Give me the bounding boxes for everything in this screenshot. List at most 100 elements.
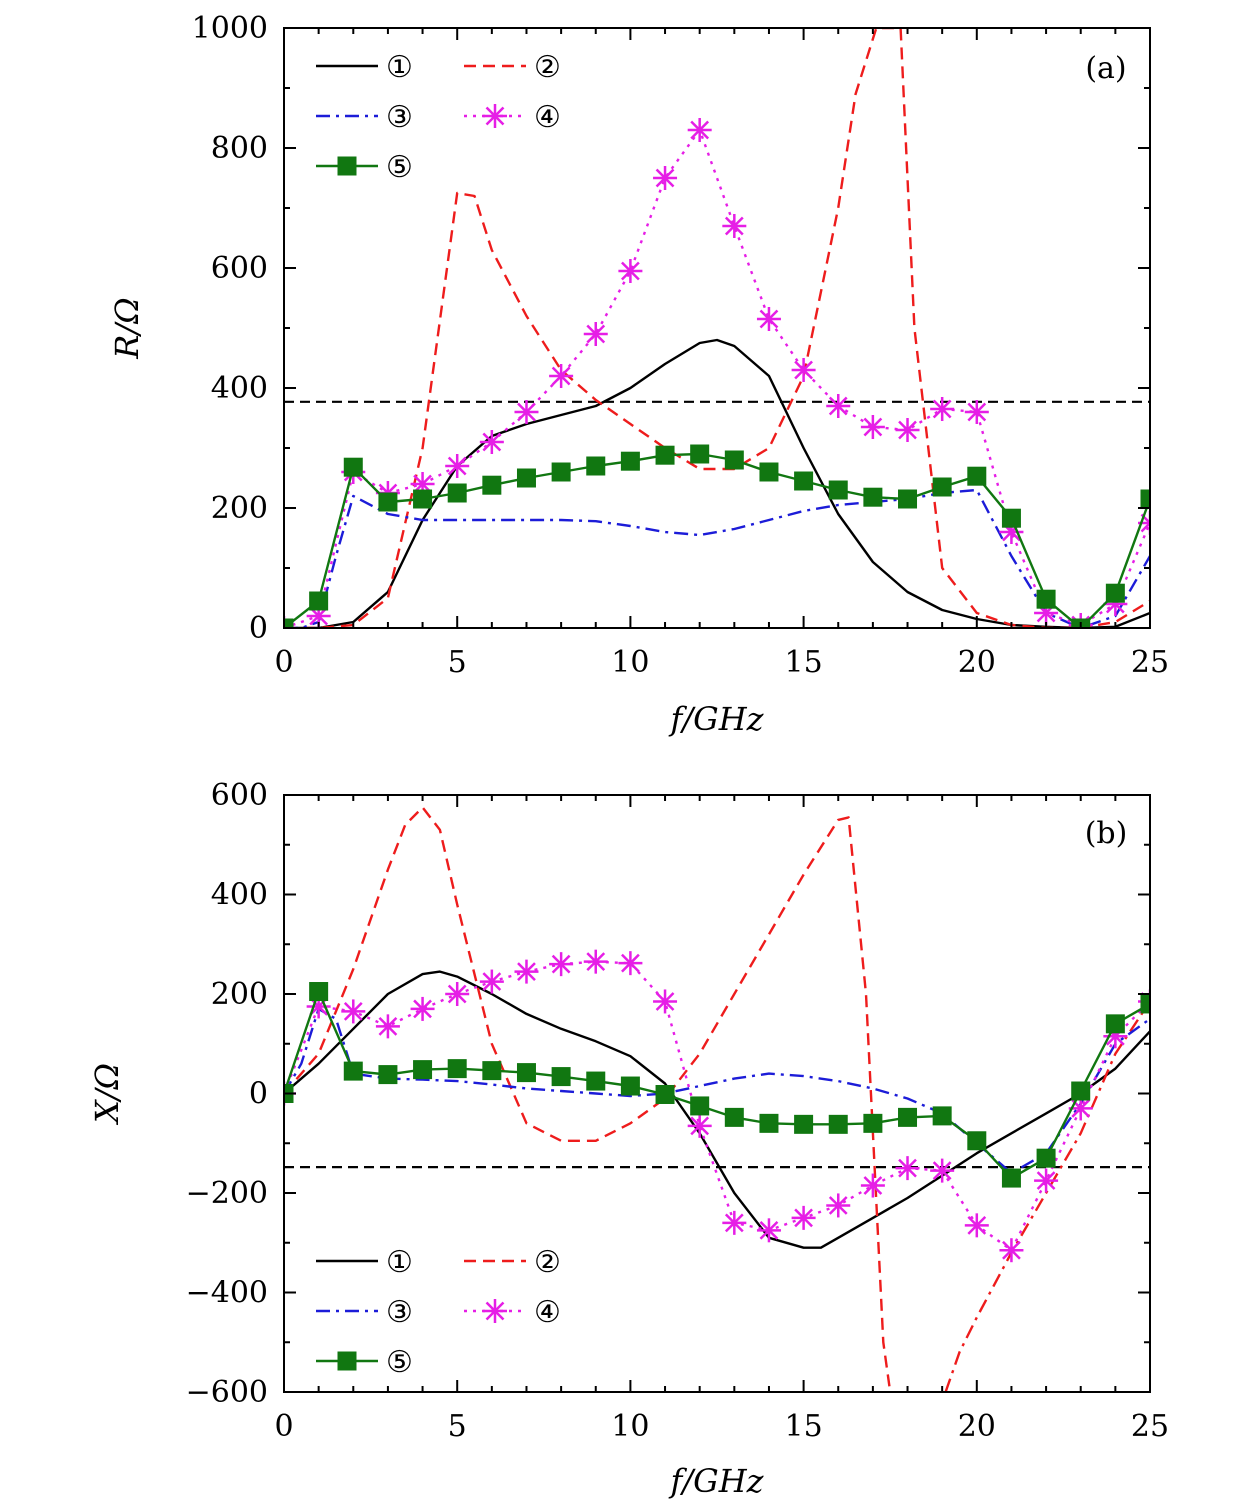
- series-5-marker: [516, 1063, 536, 1083]
- series-4-marker: [860, 1173, 885, 1198]
- series-4-marker: [586, 456, 606, 476]
- series-4-marker: [724, 450, 744, 470]
- y-tick-label: 0: [249, 611, 268, 646]
- series-5-marker: [413, 1060, 433, 1080]
- legend-label-4: ⑤: [386, 150, 413, 185]
- series-4-marker: [514, 959, 539, 984]
- x-tick-label: 25: [1131, 645, 1169, 680]
- series-3-marker: [618, 259, 643, 283]
- series-5-marker: [794, 1114, 814, 1134]
- x-tick-label: 10: [611, 645, 649, 680]
- series-5-marker: [447, 1059, 467, 1079]
- series-3-marker: [826, 394, 851, 418]
- series-4-marker: [967, 466, 987, 486]
- series-5-marker: [828, 1114, 848, 1134]
- series-line-3: [284, 128, 1150, 628]
- series-3-marker: [964, 400, 989, 424]
- series-line-5: [284, 990, 1150, 1180]
- x-axis-label: f/GHz: [669, 1462, 765, 1500]
- series-5-marker: [378, 1065, 398, 1085]
- series-5-marker: [586, 1071, 606, 1091]
- series-3-marker: [687, 118, 712, 142]
- series-5-marker: [967, 1131, 987, 1151]
- legend-label-3: ④: [534, 100, 561, 135]
- series-3-marker: [895, 418, 920, 442]
- series-4-marker: [791, 1205, 816, 1230]
- series-3-marker: [549, 364, 574, 388]
- series-3-marker: [514, 400, 539, 424]
- series-4-marker: [759, 462, 779, 482]
- y-tick-label: 200: [211, 491, 268, 526]
- series-4-marker: [516, 468, 536, 488]
- series-4-marker: [756, 1218, 781, 1243]
- series-3-marker: [756, 307, 781, 331]
- y-tick-label: 600: [211, 778, 268, 813]
- series-5-marker: [551, 1067, 571, 1087]
- plot-area: [284, 806, 1150, 1392]
- legend-label-0: ①: [386, 50, 413, 85]
- series-5-marker: [724, 1107, 744, 1127]
- series-4-marker: [413, 489, 433, 509]
- y-tick-label: 600: [211, 251, 268, 286]
- series-4-marker: [551, 462, 571, 482]
- series-5-marker: [1105, 1014, 1125, 1034]
- series-3-marker: [445, 454, 470, 478]
- y-axis-label: X/Ω: [88, 1063, 126, 1126]
- series-4-marker: [378, 492, 398, 512]
- y-axis-label: R/Ω: [108, 297, 146, 359]
- x-tick-label: 15: [785, 645, 823, 680]
- series-5-marker: [1140, 994, 1150, 1014]
- legend: ① ② ③ ④ ⑤: [316, 1245, 561, 1380]
- series-4-marker: [687, 1113, 712, 1138]
- series-5-marker: [863, 1113, 883, 1133]
- series-4-marker: [309, 591, 329, 611]
- series-5-marker: [482, 1061, 502, 1081]
- series-3-marker: [583, 322, 608, 346]
- series-line-1: [284, 806, 892, 1392]
- series-3-marker: [860, 415, 885, 439]
- y-tick-label: 0: [249, 1077, 268, 1112]
- x-axis-label: f/GHz: [669, 700, 765, 738]
- series-5-marker: [759, 1113, 779, 1133]
- series-4-marker: [343, 457, 363, 477]
- legend-label-3: ④: [534, 1295, 561, 1330]
- series-4-marker: [583, 949, 608, 974]
- x-tick-label: 10: [611, 1409, 649, 1444]
- series-3-marker: [722, 214, 747, 238]
- panel-label: (a): [1085, 51, 1126, 86]
- series-5-marker: [620, 1076, 640, 1096]
- series-5-marker: [932, 1106, 952, 1126]
- legend-marker-4: [337, 1351, 357, 1371]
- x-tick-label: 0: [274, 645, 293, 680]
- series-4-marker: [828, 480, 848, 500]
- x-tick-label: 0: [274, 1409, 293, 1444]
- x-tick-label: 20: [958, 1409, 996, 1444]
- chart-panel-b: 0 5 10 15 20 25 −600 −400 −200 0 200 400 600 f/GHz X/Ω…: [88, 778, 1169, 1500]
- legend-marker-3: [483, 1299, 507, 1323]
- series-5-marker: [1036, 1148, 1056, 1168]
- series-5-marker: [655, 1084, 675, 1104]
- legend-label-2: ③: [386, 100, 413, 135]
- y-tick-label: −600: [186, 1375, 268, 1410]
- series-4-marker: [1001, 508, 1021, 528]
- series-3-marker: [479, 430, 504, 454]
- panel-label: (b): [1085, 816, 1128, 851]
- series-line-4: [284, 452, 1150, 628]
- series-3-marker: [653, 166, 678, 190]
- legend-label-4: ⑤: [386, 1345, 413, 1380]
- series-4-marker: [284, 618, 294, 628]
- x-tick-label: 5: [448, 645, 467, 680]
- series-4-marker: [999, 1238, 1024, 1263]
- x-tick-label: 20: [958, 645, 996, 680]
- series-5-marker: [343, 1061, 363, 1081]
- y-tick-label: 400: [211, 878, 268, 913]
- y-tick-label: 1000: [192, 11, 268, 46]
- series-4-marker: [1140, 489, 1150, 509]
- series-4-marker: [932, 477, 952, 497]
- series-4-marker: [482, 475, 502, 495]
- series-4-marker: [895, 1156, 920, 1181]
- series-5-marker: [309, 982, 329, 1002]
- y-tick-label: −400: [186, 1276, 268, 1311]
- series-4-marker: [447, 483, 467, 503]
